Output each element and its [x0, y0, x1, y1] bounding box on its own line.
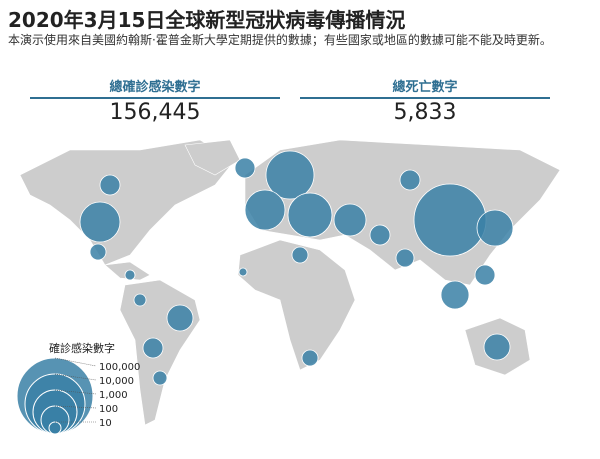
stat-value: 5,833 — [393, 100, 457, 125]
bubble — [234, 157, 256, 179]
stat-label: 總確診感染數字 — [109, 80, 201, 95]
bubble — [166, 304, 194, 332]
legend-label: 10 — [99, 418, 112, 429]
bubble — [287, 192, 333, 238]
bubble — [333, 203, 367, 237]
title: 2020年3月15日全球新型冠狀病毒傳播情況 — [8, 8, 406, 32]
bubble — [244, 189, 286, 231]
stat-label: 總死亡數字 — [392, 80, 458, 95]
north-america — [19, 139, 236, 266]
bubble — [79, 201, 121, 243]
bubble — [399, 169, 421, 191]
bubble — [99, 174, 121, 196]
land — [19, 139, 561, 426]
bubble — [142, 337, 164, 359]
bubble — [291, 246, 309, 264]
bubble — [395, 248, 415, 268]
bubbles — [79, 150, 514, 386]
legend-leader — [54, 373, 97, 381]
bubble — [483, 333, 511, 361]
bubble — [265, 150, 315, 200]
bubble — [89, 243, 107, 261]
legend-circle — [48, 421, 62, 435]
legend-label: 1,000 — [99, 390, 128, 401]
africa — [237, 239, 356, 371]
legend-leader — [54, 405, 97, 409]
bubble — [301, 349, 319, 367]
bubble — [440, 280, 470, 310]
bubble — [476, 209, 514, 247]
stat-value: 156,445 — [109, 100, 201, 125]
bubble — [369, 224, 391, 246]
bubble — [133, 293, 147, 307]
bubble — [152, 370, 168, 386]
legend-label: 100,000 — [99, 362, 140, 373]
bubble — [124, 269, 136, 281]
greenland — [184, 139, 241, 176]
legend-leader — [54, 357, 97, 367]
legend-label: 10,000 — [99, 376, 134, 387]
bubble — [474, 264, 496, 286]
stat-header: 總死亡數字 — [300, 76, 550, 99]
legend-label: 100 — [99, 404, 118, 415]
subtitle: 本演示使用來自美國約翰斯·霍普金斯大學定期提供的數據；有些國家或地區的數據可能不… — [8, 33, 552, 47]
stat-header: 總確診感染數字 — [30, 76, 280, 99]
legend-title: 確診感染數字 — [49, 341, 115, 355]
bubble — [238, 267, 248, 277]
legend-leader — [54, 389, 97, 395]
